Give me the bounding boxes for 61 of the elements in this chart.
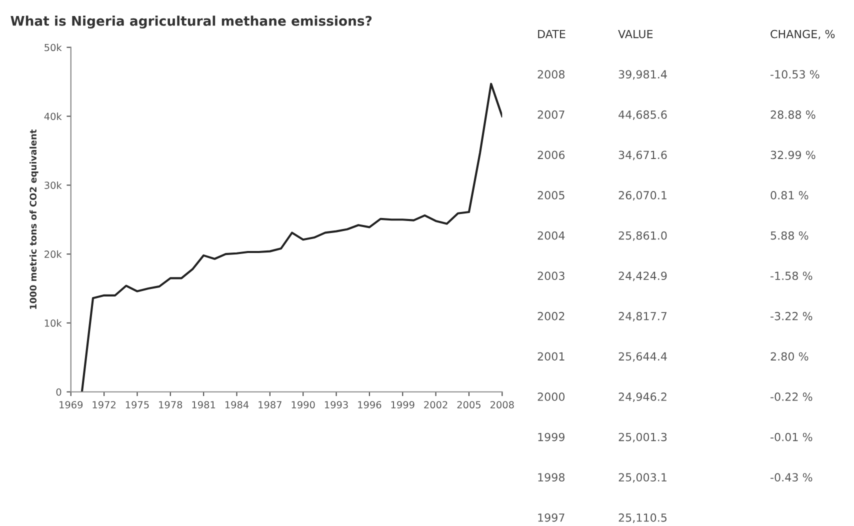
x-tick-label: 1993 xyxy=(324,401,348,408)
text: VALUE xyxy=(618,30,653,38)
text: 32.99 % xyxy=(770,150,816,160)
text: -0.43 % xyxy=(770,473,812,482)
y-tick-label: 0 xyxy=(56,388,62,396)
text: 1998 xyxy=(538,473,565,482)
text: -1.58 % xyxy=(770,272,812,280)
x-tick-label: 1987 xyxy=(258,401,282,408)
text: 44,685.6 xyxy=(618,110,667,120)
x-tick-label: 1978 xyxy=(159,401,182,408)
text: CHANGE, % xyxy=(770,30,835,40)
text: 2001 xyxy=(538,352,564,361)
text: 24,424.9 xyxy=(618,272,667,282)
text: 26,070.1 xyxy=(618,191,666,201)
text: 25,001.3 xyxy=(618,432,667,442)
text: 25,861.0 xyxy=(618,231,667,241)
x-tick-label: 1990 xyxy=(292,401,315,408)
x-tick-label: 2002 xyxy=(424,401,448,408)
y-tick-label: 40k xyxy=(44,112,62,120)
chart-title: What is Nigeria agricultural methane emissions? xyxy=(10,16,372,29)
x-tick-label: 1999 xyxy=(391,401,414,408)
x-tick-label: 1981 xyxy=(192,401,216,408)
text: 2007 xyxy=(538,110,564,119)
text: 2003 xyxy=(538,272,564,280)
text: 25,003.1 xyxy=(618,473,666,483)
text: 24,817.7 xyxy=(618,312,667,322)
text: 25,110.5 xyxy=(618,513,667,523)
y-axis-title: 1000 metric tons of CO2 equivalent xyxy=(30,129,38,309)
y-tick-label: 30k xyxy=(44,181,62,189)
x-tick-label: 1969 xyxy=(60,401,83,408)
text: 2002 xyxy=(538,312,564,320)
x-tick-label: 1996 xyxy=(358,401,382,408)
text: 1997 xyxy=(538,513,564,522)
y-tick-label: 50k xyxy=(44,44,62,52)
text: -0.01 % xyxy=(770,432,812,442)
text: 2006 xyxy=(538,150,565,160)
x-tick-label: 1984 xyxy=(225,401,249,408)
text: DATE xyxy=(538,30,566,38)
text: -3.22 % xyxy=(770,312,812,320)
text: 24,946.2 xyxy=(618,392,666,402)
text: 5.88 % xyxy=(770,231,808,240)
text: 2005 xyxy=(538,191,564,200)
text: 34,671.6 xyxy=(618,150,667,160)
x-tick-label: 2005 xyxy=(457,401,480,408)
text: 0.81 % xyxy=(770,191,808,200)
text: 39,981.4 xyxy=(618,70,667,80)
text: 2008 xyxy=(538,70,565,79)
text: 1999 xyxy=(538,432,564,442)
x-tick-label: 1972 xyxy=(92,401,116,408)
text: 2004 xyxy=(538,231,565,240)
text: -10.53 % xyxy=(770,70,820,79)
text: 2.80 % xyxy=(770,352,808,361)
x-tick-label: 1975 xyxy=(126,401,149,408)
line-series xyxy=(80,82,502,392)
y-tick-label: 20k xyxy=(44,250,62,258)
x-tick-label: 2008 xyxy=(490,401,514,408)
text: 28.88 % xyxy=(770,110,816,119)
text: -0.22 % xyxy=(770,392,812,401)
y-tick-label: 10k xyxy=(44,319,62,327)
text: 25,644.4 xyxy=(618,352,667,362)
text: 2000 xyxy=(538,392,565,401)
